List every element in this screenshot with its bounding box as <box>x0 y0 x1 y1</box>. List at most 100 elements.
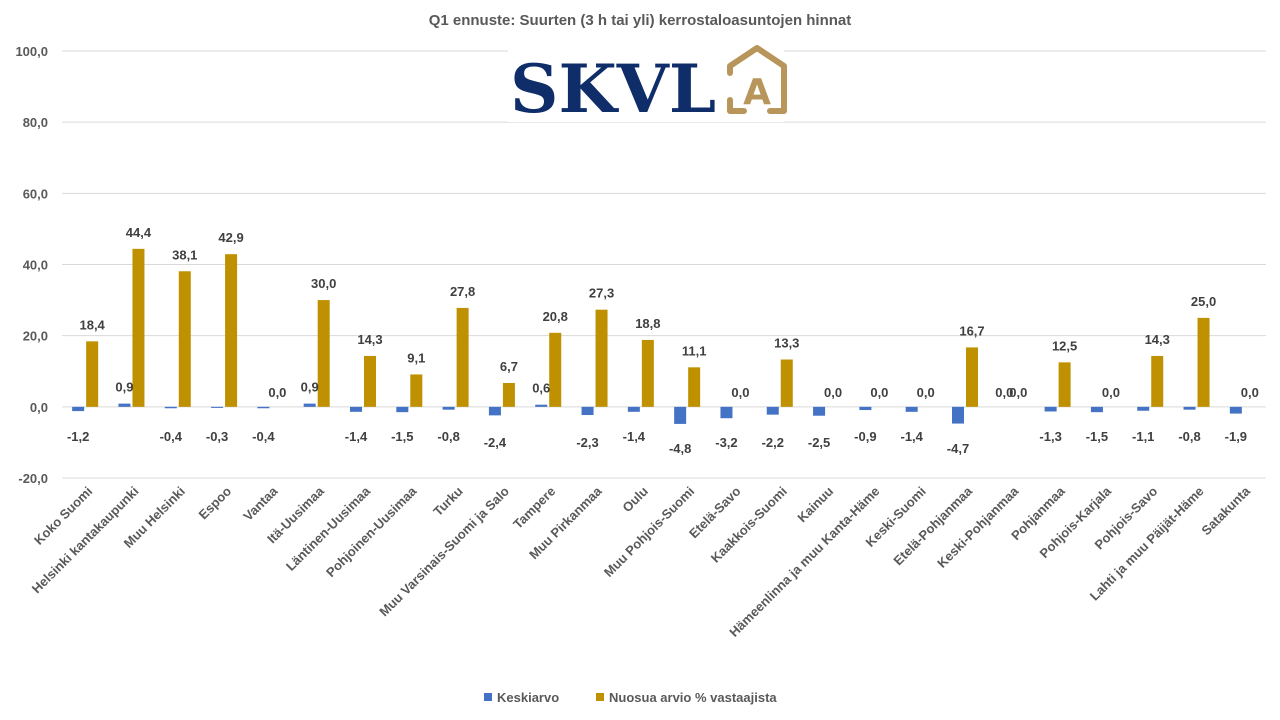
data-label-nuosua: 44,4 <box>126 225 152 240</box>
house-a-icon: A <box>727 45 787 114</box>
bar-keskiarvo <box>627 406 640 412</box>
data-label-keskiarvo: -1,5 <box>391 429 413 444</box>
data-label-keskiarvo: -0,3 <box>206 429 228 444</box>
bar-nuosua <box>502 382 515 407</box>
data-label-nuosua: 38,1 <box>172 247 197 262</box>
y-tick-label: 0,0 <box>30 400 48 415</box>
data-label-nuosua: 27,3 <box>589 286 614 301</box>
x-tick-label: Tampere <box>510 484 558 532</box>
legend-swatch-nuosua <box>596 693 604 701</box>
data-label-nuosua: 0,0 <box>731 385 749 400</box>
bar-nuosua <box>688 367 701 407</box>
x-tick-label: Espoo <box>195 483 234 522</box>
bar-nuosua <box>456 307 469 407</box>
data-label-keskiarvo: -4,8 <box>669 441 691 456</box>
bar-nuosua <box>410 374 423 407</box>
data-label-keskiarvo: 0,6 <box>532 381 550 396</box>
data-label-nuosua: 14,3 <box>357 332 382 347</box>
data-label-nuosua: 27,8 <box>450 284 475 299</box>
x-tick-label: Turku <box>430 483 466 519</box>
data-label-nuosua: 14,3 <box>1145 332 1170 347</box>
data-label-keskiarvo: -2,2 <box>762 435 784 450</box>
legend-swatch-keskiarvo <box>484 693 492 701</box>
x-tick-label: Kainuu <box>794 483 836 525</box>
bar-keskiarvo <box>535 404 548 407</box>
legend-item-keskiarvo[interactable]: Keskiarvo <box>484 690 559 705</box>
data-labels: -1,218,40,944,4-0,438,1-0,342,9-0,40,0 0,… <box>67 225 1259 456</box>
data-label-keskiarvo: -4,7 <box>947 441 969 456</box>
bar-nuosua <box>225 254 238 407</box>
bar-nuosua <box>364 355 376 407</box>
bar-nuosua <box>86 341 99 407</box>
data-label-nuosua: 25,0 <box>1191 294 1216 309</box>
bar-keskiarvo <box>674 406 687 424</box>
bar-nuosua <box>595 309 608 407</box>
data-label-keskiarvo: -1,1 <box>1132 429 1154 444</box>
data-label-nuosua: 42,9 <box>218 230 243 245</box>
bar-nuosua <box>132 248 145 407</box>
y-tick-label: -20,0 <box>18 471 48 486</box>
bar-nuosua <box>1151 355 1164 407</box>
data-label-keskiarvo: -1,2 <box>67 429 89 444</box>
bar-keskiarvo <box>581 406 594 416</box>
bar-keskiarvo <box>1229 406 1242 414</box>
y-tick-label: 100,0 <box>15 44 48 59</box>
bar-nuosua <box>966 347 978 407</box>
bar-keskiarvo <box>813 406 826 416</box>
data-label-nuosua: 18,4 <box>79 317 105 332</box>
data-label-nuosua: 20,8 <box>543 309 568 324</box>
data-label-nuosua: 0,0 <box>1009 385 1027 400</box>
bar-nuosua <box>549 332 562 407</box>
legend-label-nuosua: Nuosua arvio % vastaajista <box>609 690 777 705</box>
bar-keskiarvo <box>766 406 779 415</box>
skvl-logo: SKVL A <box>508 45 787 128</box>
chart-title: Q1 ennuste: Suurten (3 h tai yli) kerros… <box>429 12 852 29</box>
y-tick-label: 40,0 <box>23 258 48 273</box>
x-tick-label: Satakunta <box>1198 483 1253 538</box>
legend-label-keskiarvo: Keskiarvo <box>497 690 559 705</box>
bar-nuosua <box>641 339 654 407</box>
x-tick-label: Vantaa <box>240 483 281 524</box>
bar-nuosua <box>178 271 191 407</box>
bar-keskiarvo <box>442 406 455 410</box>
bar-keskiarvo <box>72 406 85 412</box>
data-label-nuosua: 0,0 <box>870 385 888 400</box>
bars <box>72 248 1242 424</box>
bar-keskiarvo <box>303 403 316 407</box>
data-label-nuosua: 0,0 <box>824 385 842 400</box>
data-label-keskiarvo: -1,4 <box>900 429 923 444</box>
data-label-keskiarvo: 0,9 <box>115 380 133 395</box>
data-label-nuosua: 13,3 <box>774 336 799 351</box>
data-label-keskiarvo: -1,9 <box>1225 429 1247 444</box>
bar-keskiarvo <box>905 406 918 412</box>
data-label-nuosua: 0,0 <box>268 385 286 400</box>
data-label-keskiarvo: -1,4 <box>345 429 368 444</box>
data-label-keskiarvo: -1,3 <box>1039 429 1061 444</box>
bar-keskiarvo <box>859 406 872 411</box>
logo-badge-letter: A <box>743 72 771 113</box>
y-tick-label: 20,0 <box>23 329 48 344</box>
data-label-keskiarvo: -0,4 <box>160 429 183 444</box>
bar-keskiarvo <box>1090 406 1103 413</box>
legend: Keskiarvo Nuosua arvio % vastaajista <box>484 690 777 705</box>
y-axis: -20,0 0,0 20,0 40,0 60,0 80,0 100,0 <box>15 44 48 486</box>
bar-keskiarvo <box>720 406 733 419</box>
x-tick-label: Läntinen-Uusimaa <box>283 483 374 574</box>
bar-keskiarvo <box>118 403 131 407</box>
legend-item-nuosua[interactable]: Nuosua arvio % vastaajista <box>596 690 777 705</box>
data-label-nuosua: 30,0 <box>311 276 336 291</box>
data-label-keskiarvo: -2,5 <box>808 435 830 450</box>
data-label-nuosua: 16,7 <box>959 323 984 338</box>
x-tick-label: Muu Pohjois-Suomi <box>601 484 697 580</box>
data-label-nuosua: 12,5 <box>1052 338 1077 353</box>
data-label-nuosua: 18,8 <box>635 316 660 331</box>
data-label-keskiarvo: 0,9 <box>301 380 319 395</box>
data-label-nuosua: 0,0 <box>1102 385 1120 400</box>
bar-keskiarvo <box>952 406 964 424</box>
data-label-keskiarvo: -0,9 <box>854 429 876 444</box>
data-label-keskiarvo: -1,5 <box>1086 429 1108 444</box>
data-label-keskiarvo: -3,2 <box>715 435 737 450</box>
x-tick-label: Etelä-Pohjanmaa <box>890 483 975 568</box>
